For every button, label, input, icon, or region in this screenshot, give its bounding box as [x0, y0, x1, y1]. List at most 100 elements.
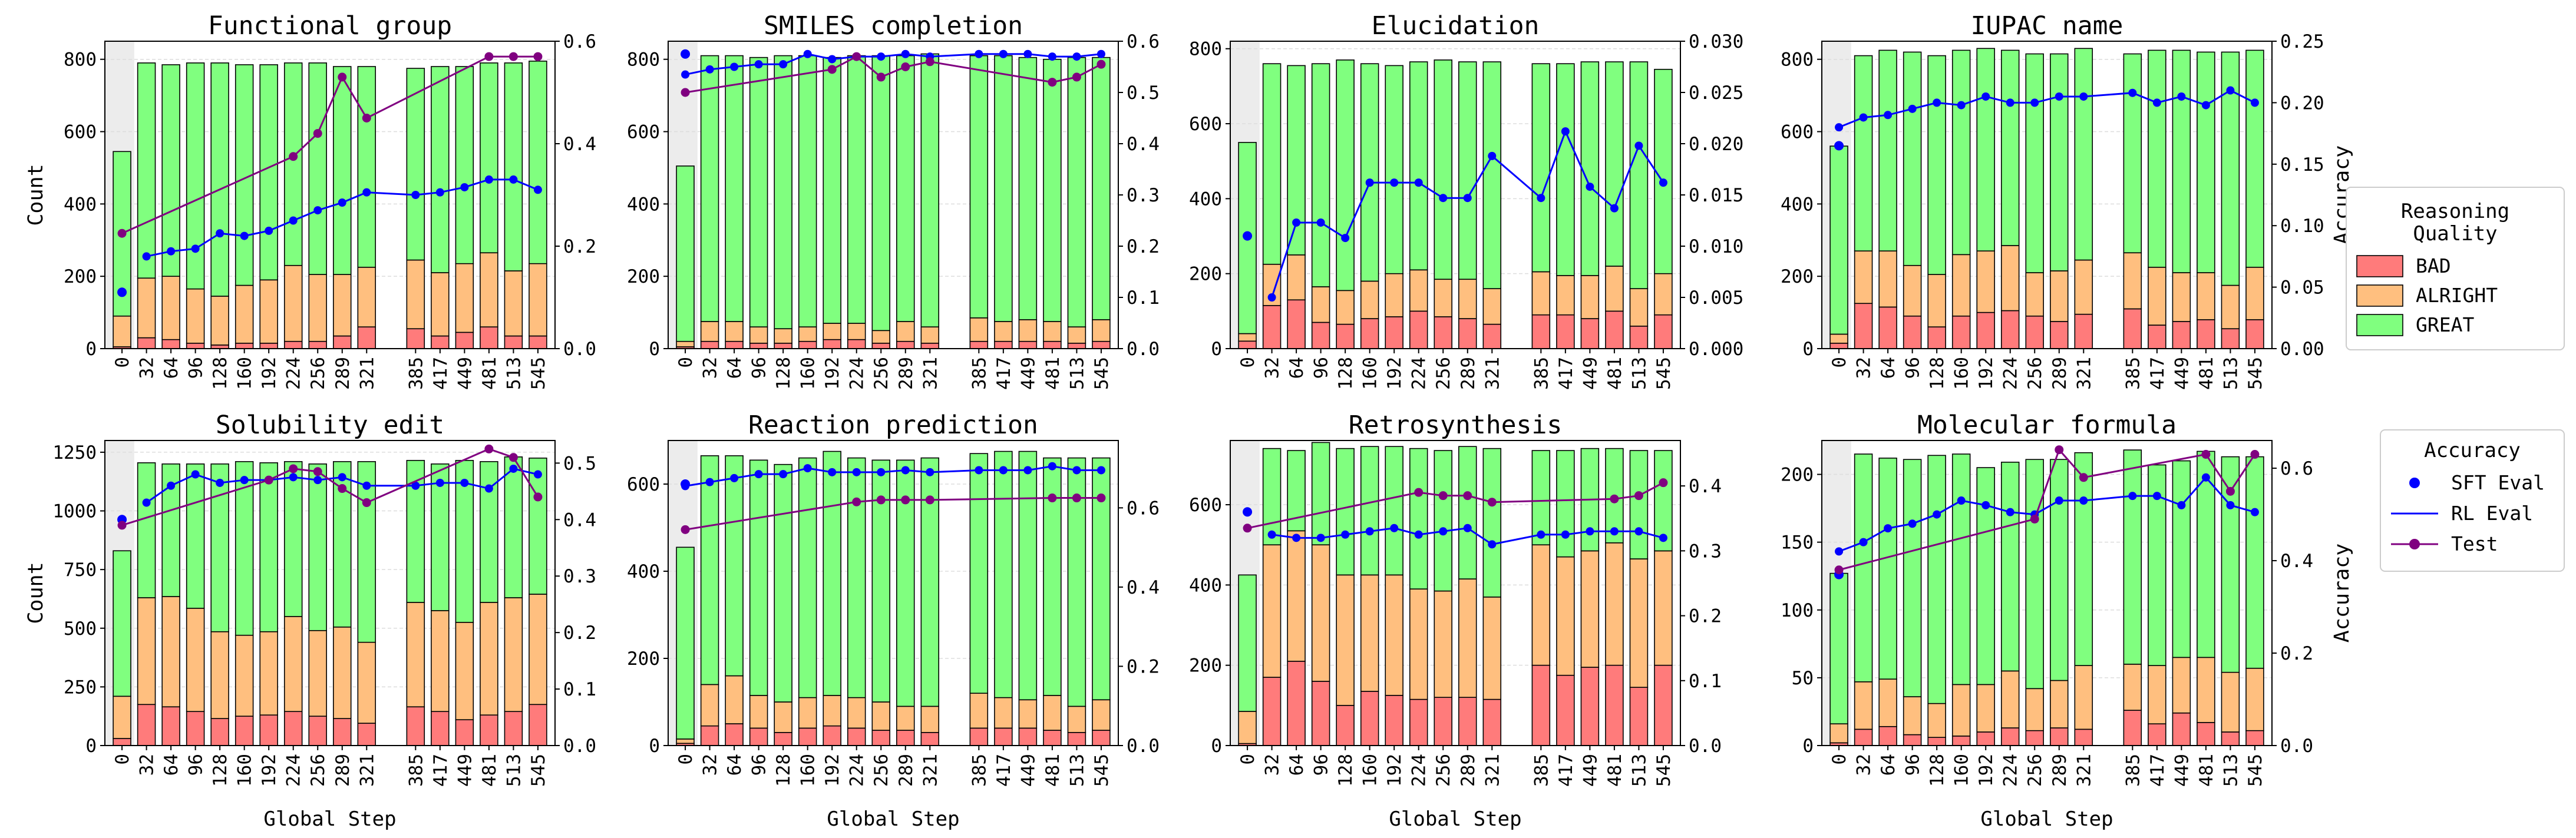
bar-bad	[1580, 667, 1600, 746]
rl-eval-point	[1561, 127, 1570, 136]
bar-bad	[259, 714, 278, 746]
bar-alright	[1360, 280, 1379, 319]
bar-great	[725, 455, 744, 677]
bar-bad	[1458, 697, 1477, 746]
bar-alright	[2245, 267, 2264, 320]
x-tick-label: 128	[1927, 357, 1948, 390]
rl-eval-point	[1908, 104, 1917, 113]
test-point	[1243, 524, 1252, 533]
x-tick-label: 481	[479, 357, 500, 390]
x-tick-label: 256	[871, 754, 892, 787]
y-tick-label: 600	[627, 474, 660, 495]
y-tick-label: 200	[1189, 264, 1222, 285]
bar-alright	[1067, 326, 1086, 344]
axes-frame	[668, 440, 1119, 746]
bar-alright	[529, 263, 547, 337]
y-tick-label: 0	[1802, 736, 1814, 757]
rl-eval-point	[533, 186, 542, 194]
bar-bad	[1018, 727, 1038, 746]
y2-tick-label: 0.4	[563, 134, 596, 155]
bar-bad	[896, 730, 915, 746]
bar-great	[1311, 442, 1330, 546]
bar-great	[969, 55, 989, 319]
bar-bad	[2123, 308, 2142, 349]
x-tick-label: 385	[1531, 754, 1552, 787]
bar-alright	[235, 634, 254, 717]
y-tick-label: 250	[64, 677, 97, 698]
rl-eval-point	[1341, 530, 1350, 539]
bar-bad	[1067, 732, 1086, 746]
bar-alright	[1829, 333, 1848, 344]
bar-alright	[161, 276, 180, 340]
bar-alright	[308, 274, 327, 342]
bar-alright	[896, 321, 915, 342]
x-tick-label: 96	[749, 357, 770, 379]
rl-eval-point	[779, 60, 788, 69]
bar-great	[283, 62, 303, 266]
rl-eval-point	[2226, 86, 2235, 95]
bar-alright	[1976, 684, 1995, 733]
bar-bad	[725, 340, 744, 349]
bar-bad	[357, 326, 377, 349]
x-tick-label: 128	[773, 357, 794, 390]
y-tick-label: 0	[1211, 339, 1222, 360]
axes-frame	[1821, 41, 2273, 349]
bar-alright	[406, 259, 425, 330]
bar-alright	[1531, 271, 1551, 316]
bar-alright	[676, 340, 695, 347]
bar-bad	[1409, 698, 1428, 746]
rl-eval-point	[2006, 98, 2014, 107]
rl-eval-line	[1271, 129, 1665, 298]
y-tick-label: 500	[64, 618, 97, 640]
bar-alright	[1605, 266, 1624, 312]
x-tick-label: 513	[503, 357, 524, 390]
bar-alright	[920, 705, 940, 733]
test-point	[338, 72, 347, 82]
bar-great	[1654, 68, 1673, 274]
bar-alright	[210, 296, 229, 346]
bar-bad	[1605, 664, 1624, 746]
bar-great	[1878, 49, 1897, 251]
bar-great	[1927, 455, 1946, 704]
rl-eval-point	[2055, 496, 2063, 505]
bar-great	[113, 550, 131, 697]
y2-tick-label: 0.000	[1689, 339, 1743, 360]
bar-great	[969, 453, 989, 694]
y-tick-label: 0	[649, 339, 660, 360]
x-tick-label: 32	[1854, 357, 1875, 379]
x-tick-label: 513	[1066, 357, 1088, 390]
test-point	[1097, 59, 1106, 69]
bar-bad	[1311, 681, 1330, 746]
axes-frame	[1821, 440, 2273, 746]
rl-eval-point	[2177, 92, 2186, 101]
y-tick-label: 1250	[52, 442, 97, 463]
bar-bad	[333, 718, 352, 746]
x-tick-label: 160	[1951, 357, 1973, 390]
bar-great	[823, 57, 841, 324]
bar-bad	[2050, 727, 2069, 746]
bar-alright	[1092, 319, 1111, 342]
bar-bad	[994, 340, 1013, 349]
test-point	[313, 467, 322, 476]
rl-eval-point	[240, 231, 249, 240]
bar-alright	[725, 321, 744, 342]
bar-great	[1336, 448, 1355, 576]
rl-eval-point	[1048, 462, 1056, 471]
rl-eval-point	[975, 466, 983, 475]
bar-alright	[1531, 544, 1551, 666]
bar-great	[1092, 57, 1111, 320]
x-tick-label: 321	[2073, 357, 2095, 390]
y-tick-label: 600	[1189, 114, 1222, 135]
test-point	[925, 57, 934, 67]
test-point	[1634, 491, 1643, 501]
bar-great	[186, 463, 205, 609]
y2-tick-label: 0.6	[1127, 498, 1160, 519]
bar-great	[137, 462, 156, 598]
rl-eval-point	[1835, 123, 1844, 132]
bar-great	[1434, 59, 1452, 280]
bar-great	[357, 461, 377, 643]
y2-tick-label: 0.2	[563, 622, 596, 644]
bar-great	[480, 62, 498, 254]
axes-frame	[1230, 440, 1681, 746]
